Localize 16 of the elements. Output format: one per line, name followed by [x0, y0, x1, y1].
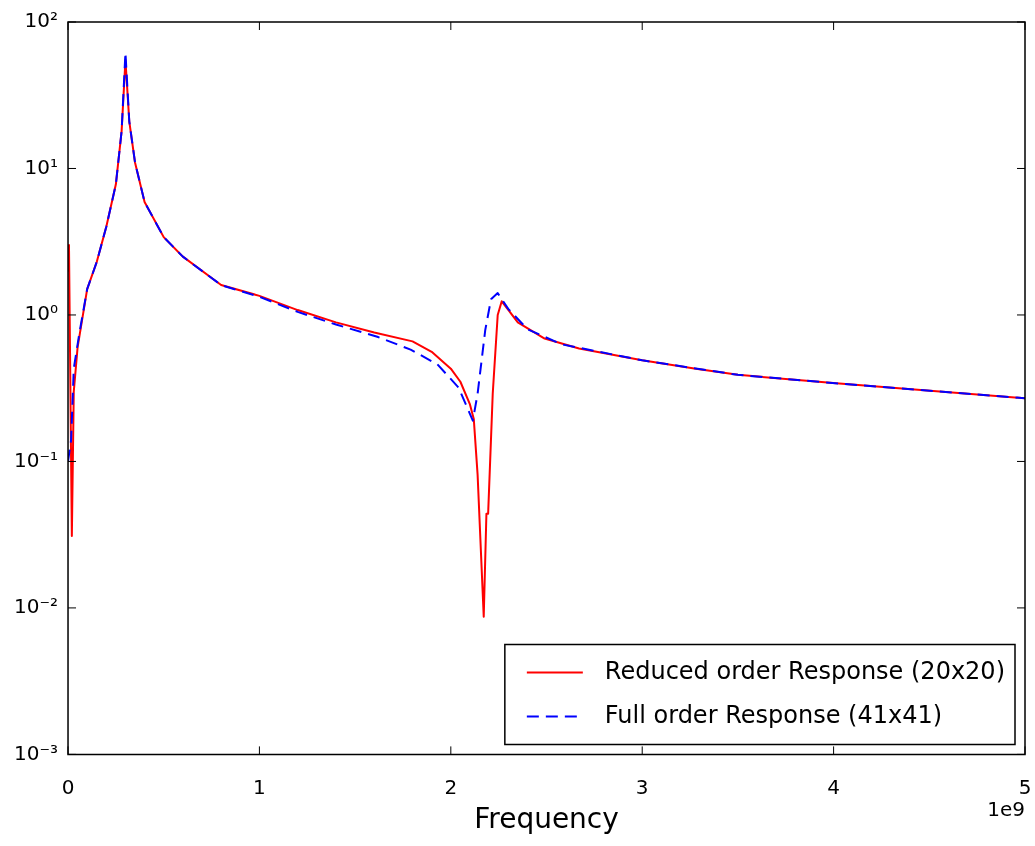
- y-tick-label: 10⁻³: [13, 740, 59, 765]
- x-axis-title: Frequency: [474, 802, 619, 836]
- legend-label: Reduced order Response (20x20): [604, 656, 1006, 685]
- y-tick-label: 10¹: [24, 154, 59, 179]
- x-tick-label: 1: [253, 774, 266, 799]
- x-tick-label: 5: [1018, 774, 1032, 799]
- text: 1e9: [987, 796, 1025, 821]
- x-tick-label: 4: [827, 774, 840, 799]
- x-tick-label: 2: [444, 774, 458, 799]
- x-tick-label: 0: [61, 774, 75, 799]
- y-tick-label: 10²: [24, 8, 59, 33]
- legend-label: Full order Response (41x41): [604, 700, 943, 729]
- y-tick-label: 10⁻¹: [13, 447, 59, 472]
- y-tick-label: 10⁰: [24, 301, 59, 326]
- y-tick-label: 10⁻²: [13, 594, 59, 619]
- x-tick-label: 3: [635, 774, 649, 799]
